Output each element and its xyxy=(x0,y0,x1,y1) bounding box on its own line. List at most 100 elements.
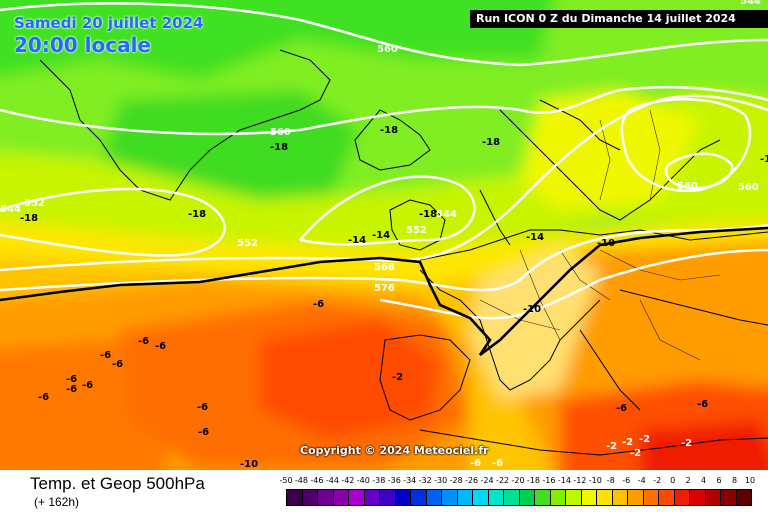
temp-label: -14 xyxy=(348,235,366,246)
legend-label: -6 xyxy=(622,476,631,485)
legend-swatch xyxy=(473,490,489,505)
legend-swatch xyxy=(411,490,427,505)
geop-label: 568 xyxy=(374,262,395,273)
temp-label: -10 xyxy=(240,459,258,470)
temp-label: -6 xyxy=(198,427,209,438)
temp-label: -6 xyxy=(112,359,123,370)
run-info: Run ICON 0 Z du Dimanche 14 juillet 2024 xyxy=(470,10,768,28)
legend-swatch xyxy=(659,490,675,505)
temp-label: -6 xyxy=(100,350,111,361)
legend-label: 6 xyxy=(716,476,722,485)
legend-swatch xyxy=(504,490,520,505)
legend-swatch xyxy=(426,490,442,505)
legend-label: -14 xyxy=(557,476,571,485)
geop-label: 552 xyxy=(237,238,258,249)
temp-label: -18 xyxy=(419,209,437,220)
product-title: Temp. et Geop 500hPa xyxy=(30,474,205,493)
legend-swatch xyxy=(705,490,721,505)
legend-swatch xyxy=(550,490,566,505)
legend-swatch xyxy=(302,490,318,505)
legend-label: -12 xyxy=(573,476,587,485)
temperature-labels: -18 -18 -18 -18 -18 -18 -18 -14 -14 -10 … xyxy=(20,125,768,470)
legend-swatch xyxy=(349,490,365,505)
legend-label: -24 xyxy=(480,476,494,485)
legend-label: 0 xyxy=(670,476,676,485)
legend-swatch xyxy=(690,490,706,505)
legend-swatch xyxy=(457,490,473,505)
geop-label: 544 xyxy=(436,209,457,220)
temp-label: -6 xyxy=(697,399,708,410)
legend-label: -4 xyxy=(637,476,646,485)
legend-label: 2 xyxy=(685,476,691,485)
temp-label: -6 xyxy=(313,299,324,310)
forecast-date: Samedi 20 juillet 2024 xyxy=(14,14,204,32)
legend-label: -48 xyxy=(294,476,308,485)
legend-label: 8 xyxy=(731,476,738,485)
temp-label: -6 xyxy=(38,392,49,403)
legend-swatch xyxy=(643,490,659,505)
legend-swatch xyxy=(395,490,411,505)
copyright: Copyright © 2024 Meteociel.fr xyxy=(300,444,489,457)
geop-label: 552 xyxy=(406,225,427,236)
legend-swatch xyxy=(721,490,737,505)
temp-label: -18 xyxy=(482,137,500,148)
legend-swatch xyxy=(488,490,504,505)
legend-label: -38 xyxy=(372,476,386,485)
geopotential-isolines xyxy=(0,2,768,320)
legend-swatch xyxy=(535,490,551,505)
temp-label: -6 xyxy=(616,403,627,414)
geopotential-labels: 560 560 560 552 552 552 544 544 560 568 … xyxy=(0,44,759,294)
map-svg: 560 560 560 552 552 552 544 544 560 568 … xyxy=(0,0,768,470)
legend-label: -30 xyxy=(434,476,448,485)
temp-label: -6 xyxy=(470,458,481,469)
legend-label: -42 xyxy=(341,476,355,485)
temp-label: -10 xyxy=(523,304,541,315)
legend-label: -2 xyxy=(653,476,662,485)
legend-label: -18 xyxy=(526,476,540,485)
geop-label: 560 xyxy=(270,127,291,138)
lead-time: (+ 162h) xyxy=(34,495,80,509)
legend-swatch xyxy=(364,490,380,505)
legend-label: -46 xyxy=(310,476,324,485)
legend-label: -10 xyxy=(588,476,602,485)
surface-front xyxy=(0,226,768,357)
legend-swatch xyxy=(519,490,535,505)
temp-label: -14 xyxy=(372,230,390,241)
corner-geop-label: 544 xyxy=(740,0,761,7)
legend-swatch xyxy=(597,490,613,505)
temp-label: -6 xyxy=(492,458,503,469)
temp-label: -18 xyxy=(760,154,768,165)
legend-label: -28 xyxy=(449,476,463,485)
legend-label: -44 xyxy=(325,476,339,485)
legend-swatch xyxy=(674,490,690,505)
geop-label: 576 xyxy=(374,283,395,294)
legend-swatch xyxy=(736,490,751,505)
temp-label: -18 xyxy=(270,142,288,153)
temp-label: -6 xyxy=(66,384,77,395)
geop-label: 544 xyxy=(0,204,21,215)
legend-labels: -50 -48 -46 -44 -42 -40 -38 -36 -34 -32 -30 -28 -26-… xyxy=(278,476,760,488)
color-legend xyxy=(286,489,752,506)
temp-label: -14 xyxy=(526,232,544,243)
temp-label: -6 xyxy=(66,374,77,385)
temp-label: -18 xyxy=(188,209,206,220)
temp-label: -2 xyxy=(630,448,641,459)
temp-label: -6 xyxy=(197,402,208,413)
temperature-field xyxy=(0,0,768,470)
legend-label: -16 xyxy=(542,476,556,485)
geop-label: 560 xyxy=(738,182,759,193)
geop-label: 552 xyxy=(24,198,45,209)
legend-swatch xyxy=(380,490,396,505)
geop-label: 560 xyxy=(377,44,398,55)
temp-label: -6 xyxy=(138,336,149,347)
legend-label: -20 xyxy=(511,476,525,485)
temp-label: -2 xyxy=(392,372,403,383)
temp-label: -10 xyxy=(597,238,615,249)
legend-swatch xyxy=(333,490,349,505)
legend-label: 10 xyxy=(744,476,756,485)
legend-swatch xyxy=(442,490,458,505)
temp-label: -18 xyxy=(380,125,398,136)
legend-label: 4 xyxy=(701,476,707,485)
legend-swatch xyxy=(612,490,628,505)
weather-map: 560 560 560 552 552 552 544 544 560 568 … xyxy=(0,0,768,470)
